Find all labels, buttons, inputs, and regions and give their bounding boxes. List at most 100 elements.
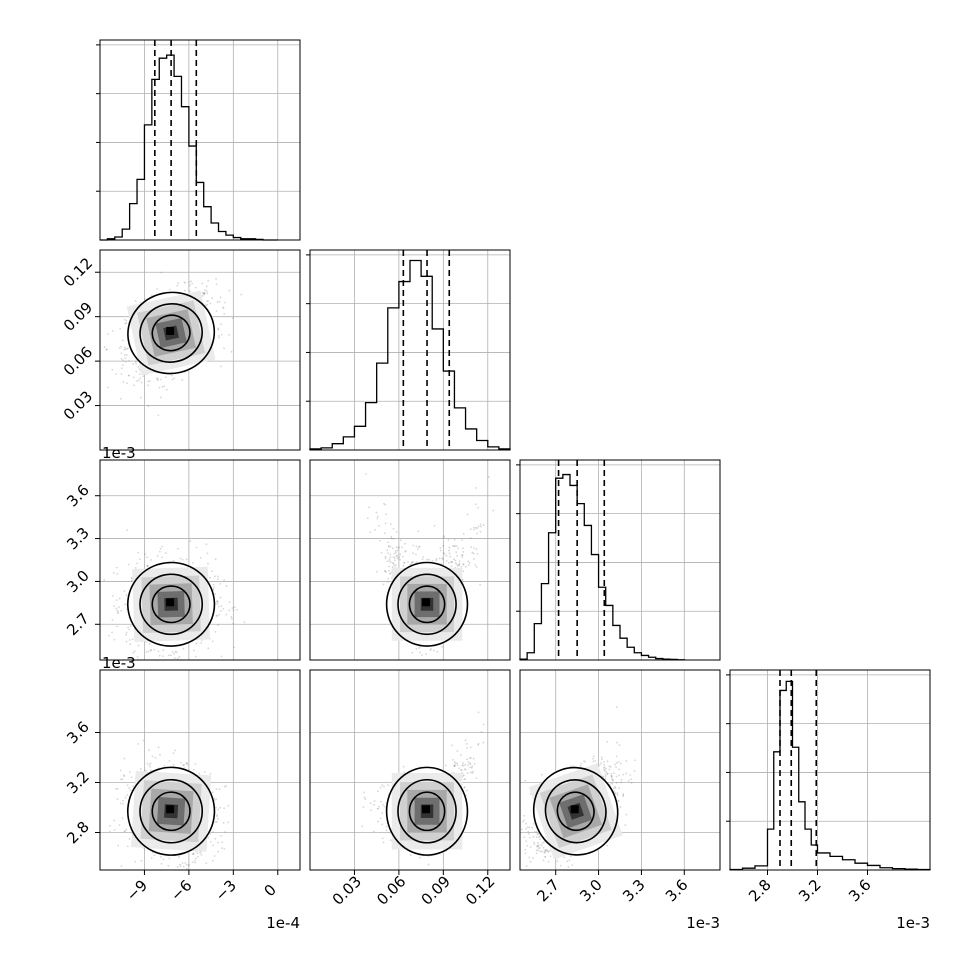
sample-point (216, 841, 219, 844)
sample-point (228, 601, 231, 604)
sample-point (160, 378, 162, 381)
sample-point (462, 563, 465, 566)
sample-point (366, 517, 369, 520)
sample-point (389, 523, 392, 525)
sample-point (402, 564, 405, 567)
sample-point (369, 531, 372, 534)
sample-point (113, 829, 116, 831)
histogram-2 (519, 473, 685, 661)
sample-point (117, 611, 119, 613)
sample-point (473, 528, 476, 531)
sample-point (191, 282, 194, 285)
axes-frame (99, 39, 301, 241)
sample-point (217, 575, 219, 578)
sample-point (170, 374, 173, 377)
sample-point (139, 396, 142, 399)
sample-point (159, 856, 162, 858)
sample-point (384, 571, 387, 573)
sample-point (179, 761, 182, 764)
sample-point (456, 554, 458, 557)
pair-panel-1-2 (309, 387, 517, 661)
sample-point (473, 526, 475, 529)
sample-point (403, 561, 406, 564)
sample-point (189, 540, 192, 542)
sample-point (151, 755, 154, 758)
sample-point (427, 863, 430, 866)
sample-point (138, 558, 141, 560)
sample-point (128, 838, 131, 840)
sample-point (391, 547, 394, 550)
sample-point (194, 871, 196, 873)
sample-point (120, 609, 123, 612)
sample-point (162, 655, 165, 658)
sample-point (458, 560, 461, 563)
sample-point (477, 711, 480, 714)
sample-point (198, 772, 201, 775)
sample-point (108, 830, 111, 833)
sample-point (111, 619, 114, 621)
sample-point (399, 539, 402, 542)
sample-point (204, 289, 206, 292)
sample-point (159, 753, 161, 756)
sample-point (515, 387, 517, 389)
sample-point (439, 549, 442, 552)
sample-point (117, 612, 119, 615)
sample-point (126, 794, 129, 797)
sample-point (443, 535, 446, 538)
sample-point (364, 798, 367, 801)
sample-point (223, 347, 225, 350)
sample-point (185, 863, 188, 866)
sample-point (174, 749, 177, 752)
sample-point (148, 749, 150, 752)
sample-point (477, 525, 480, 528)
sample-point (471, 772, 474, 774)
sample-point (220, 365, 222, 368)
sample-point (384, 522, 387, 525)
sample-point (395, 531, 398, 533)
sample-point (144, 553, 147, 555)
sample-point (115, 566, 118, 569)
sample-point (461, 554, 464, 557)
sample-point (232, 622, 235, 625)
sample-point (115, 607, 118, 610)
pair-panel-0-2 (99, 459, 301, 661)
sample-point (225, 585, 228, 587)
sample-point (222, 306, 225, 309)
sample-point (205, 543, 208, 546)
sample-point (403, 550, 406, 553)
sample-point (392, 537, 395, 540)
sample-point (148, 764, 151, 766)
sample-point (215, 798, 218, 800)
sample-point (394, 559, 396, 562)
panel-content (100, 670, 300, 873)
sample-point (153, 648, 155, 651)
sample-point (123, 318, 126, 321)
axes-frame (729, 669, 931, 871)
sample-point (217, 605, 220, 608)
sample-point (103, 346, 106, 348)
sample-point (389, 553, 392, 556)
sample-point (105, 348, 108, 351)
sample-point (137, 365, 140, 368)
sample-point (222, 307, 225, 310)
sample-point (154, 756, 157, 759)
sample-point (397, 547, 400, 549)
sample-point (227, 805, 230, 807)
sample-point (421, 654, 423, 656)
sample-point (395, 564, 397, 567)
sample-point (128, 786, 130, 789)
sample-point (195, 642, 198, 645)
sample-point (212, 844, 214, 847)
sample-point (153, 854, 156, 857)
sample-point (125, 631, 128, 634)
sample-point (392, 562, 395, 565)
sample-point (429, 649, 432, 652)
contour-level-2 (408, 585, 446, 624)
axes-frame (99, 459, 301, 661)
sample-point (188, 281, 190, 284)
sample-point (182, 764, 185, 767)
sample-point (375, 511, 378, 514)
sample-point (214, 820, 217, 823)
sample-point (219, 806, 222, 809)
sample-point (206, 303, 209, 306)
